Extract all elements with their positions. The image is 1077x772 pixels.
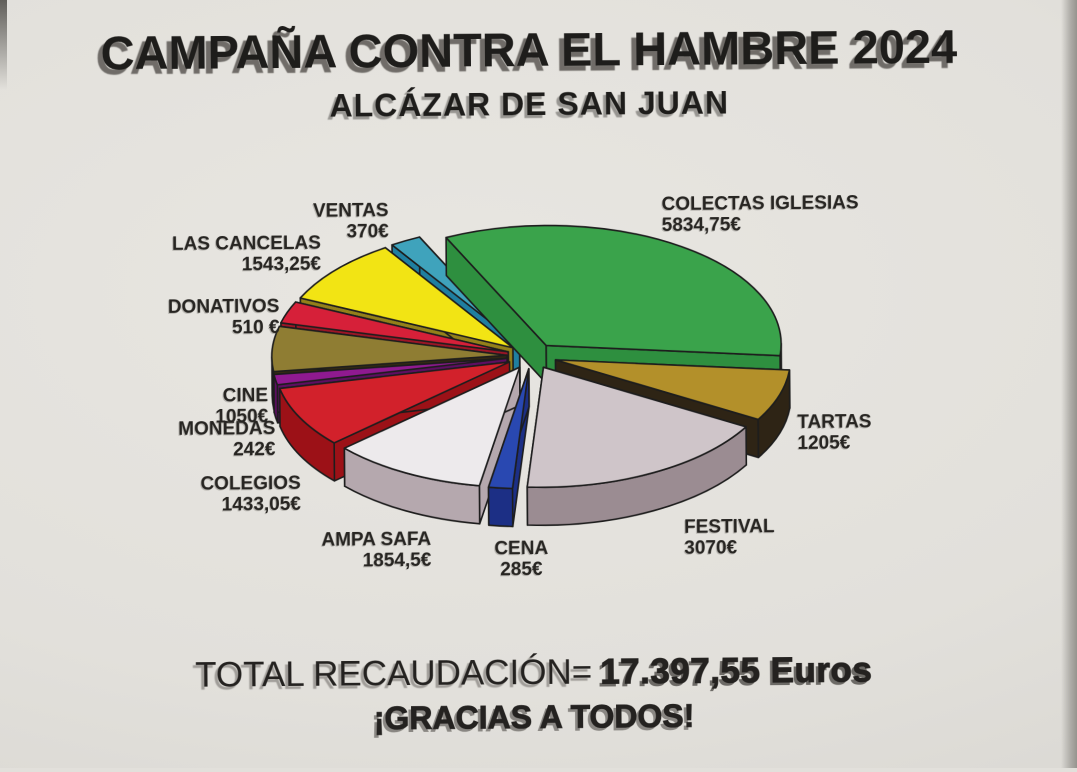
slice-name: DONATIVOS [167,296,280,318]
slice-value: 1205€ [797,432,851,454]
slice-name: TARTAS [797,411,872,433]
pie-slice-top-colegios [278,361,511,444]
slice-name: AMPA SAFA [321,528,432,551]
pie-slice-top-ampa-safa [343,366,521,487]
photo-edge-shadow-left [0,0,7,100]
total-line: TOTAL RECAUDACIÓN= 17.397,55 Euros [2,649,1065,697]
slice-name: CENA [494,537,549,560]
slice-value: 3070€ [684,537,738,559]
slice-name: LAS CANCELAS [171,232,321,255]
slice-label-festival: FESTIVAL 3070€ [684,516,775,559]
slice-value: 370€ [346,221,389,243]
slice-label-ventas: VENTAS 370€ [313,200,389,243]
slice-name: COLEGIOS [200,472,301,495]
slice-value: 285€ [500,558,543,581]
total-value: 17.397,55 Euros [600,650,873,692]
pie-slice-top-tartas [554,359,791,421]
pie-slice-top-colectas-iglesias [445,224,782,357]
pie-slice-top-monedas [273,357,508,386]
slice-label-tartas: TARTAS 1205€ [797,411,872,454]
photo-edge-shadow-right [1061,0,1077,768]
slice-label-colectas-iglesias: COLECTAS IGLESIAS 5834,75€ [662,192,859,236]
slice-value: 510 € [231,317,280,339]
pie-slice-top-las-cancelas [299,246,514,349]
slice-name: CINE [222,385,269,407]
slice-label-las-cancelas: LAS CANCELAS 1543,25€ [172,233,321,276]
slice-value: 5834,75€ [661,214,742,237]
slice-label-ampa-safa: AMPA SAFA 1854,5€ [321,529,431,572]
slice-label-cine: CINE 1050€ [215,385,268,427]
slice-label-donativos: DONATIVOS 510 € [168,296,280,339]
pie-slice-top-festival [526,366,747,489]
slice-name: COLECTAS IGLESIAS [661,192,859,216]
pie-slice-top-cena [487,367,530,490]
slice-value: 1854,5€ [362,549,432,572]
pie-slice-top-cine [271,325,508,373]
slice-label-cena: CENA 285€ [461,538,581,581]
slice-value: 1543,25€ [241,253,322,276]
slice-value: 1050€ [215,406,269,428]
pie-slice-top-donativos [280,301,510,353]
slice-label-colegios: COLEGIOS 1433,05€ [200,473,301,516]
slice-name: VENTAS [312,200,389,222]
total-label: TOTAL RECAUDACIÓN= [195,652,593,695]
pie-slice-wall-cena [487,486,514,528]
slice-value: 1433,05€ [221,493,302,516]
slice-value: 242€ [233,439,276,461]
slice-name: FESTIVAL [684,516,775,538]
